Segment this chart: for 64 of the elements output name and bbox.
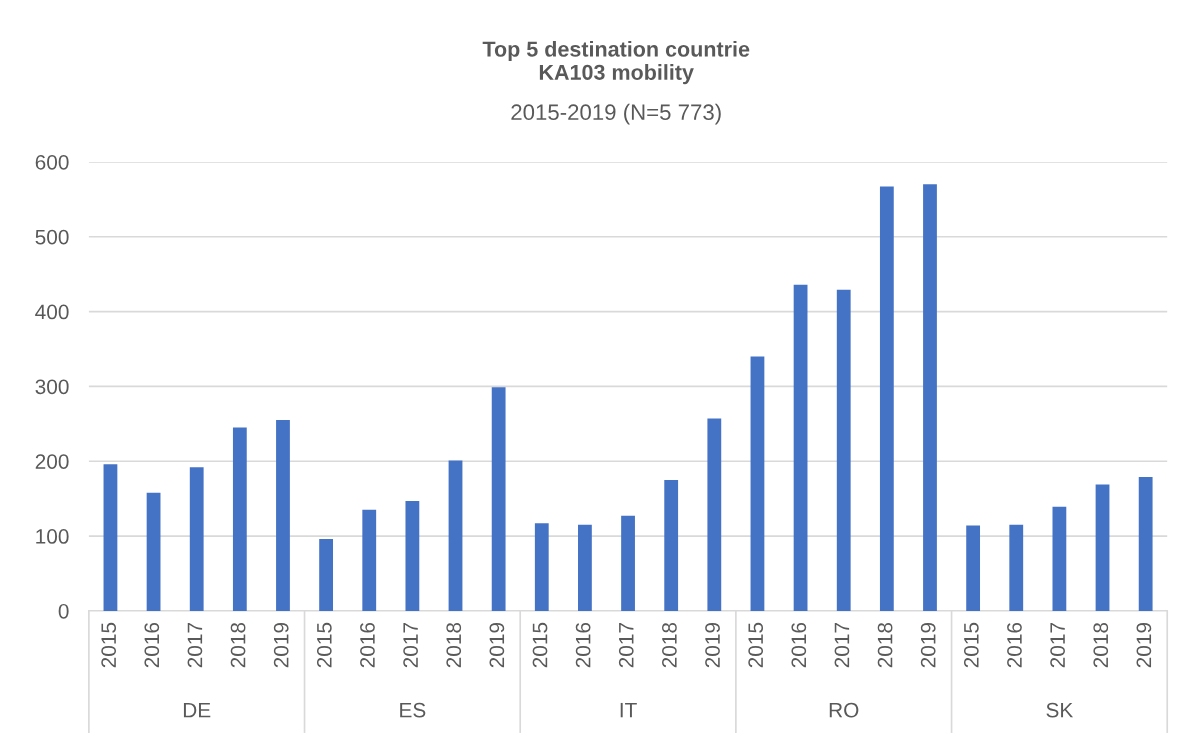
x-tick-label: 2015	[532, 622, 548, 668]
y-tick-label: 400	[35, 304, 69, 320]
chart-title: Top 5 destination countrie KA103 mobility	[482, 40, 750, 85]
bar	[534, 523, 549, 611]
x-tick-label: 2019	[489, 622, 505, 668]
x-tick-label: 2017	[403, 623, 418, 668]
bar	[1138, 476, 1153, 611]
x-tick-label: 2015	[316, 622, 332, 668]
bar	[146, 492, 161, 611]
bar	[923, 184, 937, 611]
bar	[189, 467, 204, 611]
y-tick-label: 600	[35, 154, 69, 170]
text: SK	[1046, 702, 1074, 718]
bar	[621, 515, 635, 611]
y-tick-label: 300	[35, 379, 69, 395]
x-tick-label: 2015	[101, 622, 117, 668]
bar	[405, 500, 420, 611]
x-tick-label: 2015	[748, 622, 764, 668]
chart-subtitle: 2015-2019 (N=5 773)	[511, 103, 721, 125]
text: IT	[620, 702, 637, 718]
bar	[750, 356, 765, 611]
x-tick-label: 2017	[1050, 623, 1065, 668]
x-tick-label: 2018	[1093, 622, 1109, 668]
bar	[362, 509, 377, 611]
x-tick-label: 2018	[662, 622, 677, 668]
x-tick-label: 2015	[963, 622, 979, 668]
x-tick-label: 2018	[230, 622, 246, 668]
text: ES	[400, 702, 426, 718]
x-tick-label: 2017	[187, 623, 203, 668]
bar	[1009, 524, 1024, 611]
x-tick-label: 2016	[144, 622, 160, 668]
bar	[664, 479, 679, 611]
bar	[276, 420, 290, 611]
bar	[491, 387, 506, 611]
x-tick-label: 2019	[705, 622, 720, 668]
x-tick-label: 2019	[273, 622, 289, 668]
bar	[1052, 506, 1067, 611]
bar	[879, 186, 894, 611]
bar	[707, 418, 722, 611]
bar	[1095, 484, 1110, 611]
x-tick-label: 2017	[834, 623, 850, 668]
bar	[448, 460, 463, 611]
text: DE	[183, 702, 211, 718]
y-tick-label: 0	[58, 603, 69, 619]
bar	[232, 427, 247, 611]
x-tick-label: 2018	[446, 622, 462, 668]
y-tick-label: 100	[36, 529, 69, 544]
y-tick-label: 500	[35, 229, 69, 245]
x-tick-label: 2016	[360, 622, 375, 668]
bar	[793, 284, 808, 611]
x-tick-label: 2016	[791, 622, 807, 668]
bar	[966, 525, 981, 611]
bar	[103, 464, 118, 611]
bar	[578, 524, 592, 611]
bar	[319, 539, 334, 611]
x-tick-label: 2016	[1007, 622, 1022, 668]
x-tick-label: 2016	[575, 622, 591, 668]
bar	[836, 289, 851, 611]
text: RO	[829, 702, 859, 718]
x-tick-label: 2018	[877, 622, 893, 668]
x-tick-label: 2019	[920, 622, 936, 668]
x-tick-label: 2019	[1136, 622, 1152, 668]
y-tick-label: 200	[35, 454, 69, 469]
x-tick-label: 2017	[618, 623, 634, 668]
